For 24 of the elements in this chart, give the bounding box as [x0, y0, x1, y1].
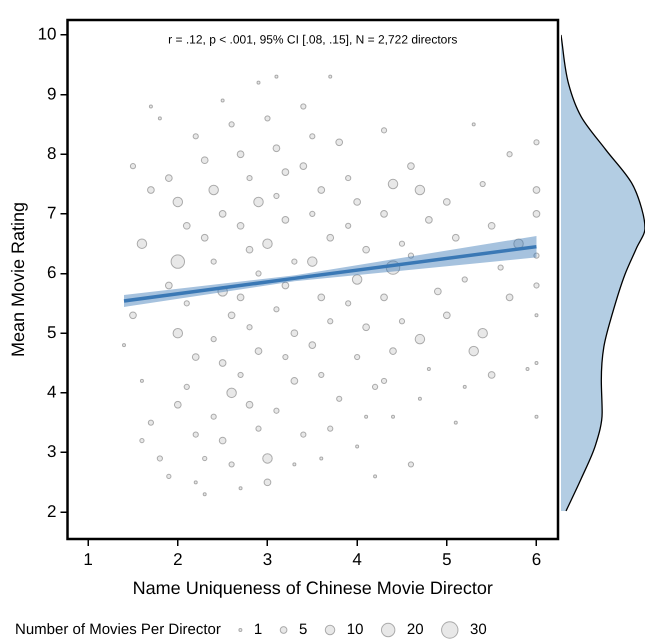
- legend-label: 20: [406, 621, 424, 638]
- y-tick-label: 2: [47, 502, 57, 521]
- legend-label: 30: [470, 621, 487, 638]
- legend-label: 1: [254, 621, 262, 638]
- y-tick-label: 3: [47, 442, 57, 462]
- x-tick-label: 5: [442, 550, 452, 569]
- legend-label: 10: [346, 621, 364, 638]
- x-tick-label: 2: [173, 550, 183, 569]
- legend-title: Number of Movies Per Director: [15, 621, 221, 638]
- legend-label: 5: [298, 621, 308, 638]
- x-tick-label: 6: [532, 550, 542, 569]
- x-axis-title: Name Uniqueness of Chinese Movie Director: [132, 578, 493, 598]
- y-tick-label: 7: [47, 204, 57, 223]
- x-tick-label: 4: [352, 550, 362, 569]
- y-tick-label: 6: [47, 263, 57, 282]
- y-tick-label: 4: [47, 382, 57, 402]
- y-tick-label: 5: [47, 322, 57, 342]
- y-tick-label: 8: [47, 144, 57, 163]
- x-tick-label: 1: [83, 550, 93, 569]
- annotation: r = .12, p < .001, 95% CI [.08, .15], N = 2,722 directors: [168, 32, 458, 46]
- y-axis-title: Mean Movie Rating: [8, 202, 28, 358]
- x-tick-label: 3: [262, 550, 272, 569]
- y-tick-label: 9: [47, 84, 57, 104]
- y-tick-label: 10: [38, 24, 57, 44]
